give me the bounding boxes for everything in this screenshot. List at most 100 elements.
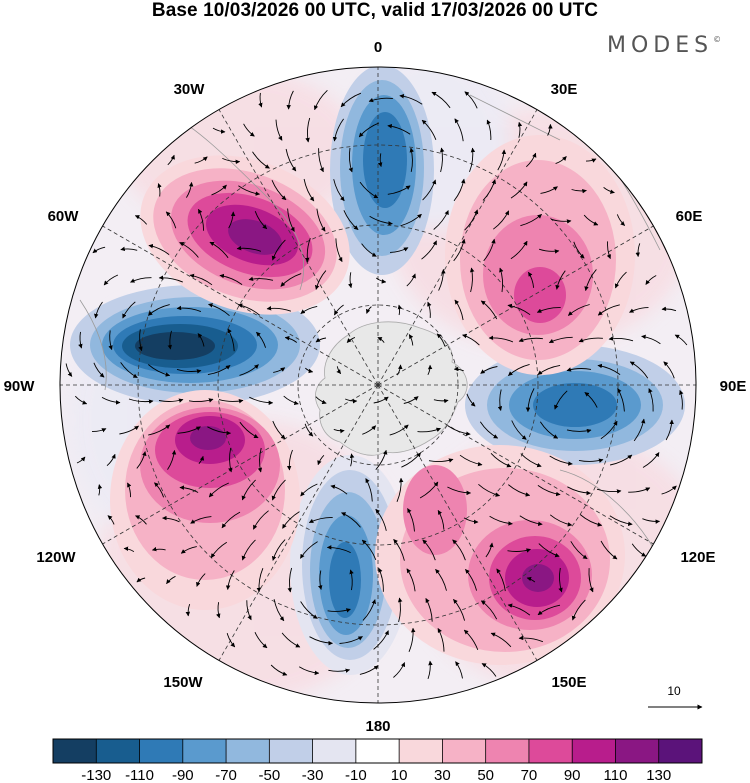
wind-vector-arrow [212, 127, 226, 134]
wind-vector-arrow [578, 458, 604, 463]
wind-vector-arrow [167, 330, 172, 350]
wind-vector-arrow [308, 516, 333, 524]
wind-vector-arrow [236, 245, 262, 252]
wind-vector-arrow [507, 603, 531, 616]
colorbar-swatch [615, 739, 660, 763]
wind-vector-arrow [254, 632, 268, 649]
lon-label-30W: 30W [174, 81, 206, 98]
wind-vector-arrow [578, 337, 603, 343]
lon-label-150E: 150E [551, 674, 586, 691]
wind-vector-arrow [435, 568, 447, 591]
colorbar-swatch [528, 739, 573, 763]
wind-vector-arrow [167, 154, 175, 166]
wind-vector-arrow [427, 301, 432, 318]
wind-vector-arrow [427, 364, 433, 376]
wind-vector-arrow [286, 449, 293, 471]
wind-vector-arrow [608, 336, 634, 342]
wind-vector-arrow [510, 240, 528, 260]
lon-label-120W: 120W [36, 549, 76, 566]
wind-vector-arrow [375, 449, 388, 470]
wind-vector-arrow [287, 208, 295, 232]
wind-vector-arrow [365, 478, 373, 502]
wind-vector-arrow [158, 398, 184, 403]
wind-vector-arrow [433, 210, 449, 230]
colorbar-tick-label: 30 [434, 767, 451, 783]
wind-vector-arrow [389, 424, 409, 436]
wind-vector-arrow [480, 366, 498, 374]
wind-vector-arrow [454, 118, 464, 142]
wind-vector-arrow [314, 270, 327, 290]
wind-vector-arrow [186, 181, 194, 198]
wind-vector-arrow [393, 538, 405, 561]
wind-vector-arrow [127, 482, 132, 498]
wind-vector-arrow [427, 660, 433, 680]
wind-vector-arrow [566, 367, 592, 372]
wind-vector-arrow [507, 303, 531, 316]
wind-vector-arrow [600, 540, 618, 560]
wind-vector-arrow [453, 178, 466, 202]
wind-vector-arrow [674, 334, 688, 346]
wind-vector-arrow [378, 567, 384, 592]
colorbar-tick-label: 130 [646, 767, 671, 783]
wind-vector-arrow [397, 304, 403, 316]
wind-vector-arrow [211, 184, 227, 196]
wind-vector-arrow [179, 242, 199, 258]
wind-vector-arrow [280, 273, 302, 287]
wind-vector-arrow [483, 238, 496, 262]
wind-vector-arrow [283, 395, 299, 406]
wind-vector-arrow [661, 485, 677, 495]
wind-vector-arrow [256, 568, 264, 593]
wind-vector-arrow [493, 210, 510, 230]
wind-vector-arrow [134, 215, 148, 225]
wind-vector-arrow [300, 305, 318, 314]
wind-vector-arrow [422, 539, 436, 561]
wind-vector-arrow [539, 421, 559, 439]
wind-vector-arrow [459, 454, 483, 467]
wind-vector-arrow [281, 632, 301, 648]
colorbar-swatch [139, 739, 184, 763]
colorbar-swatch [269, 739, 314, 763]
anomaly-positive-45E [445, 135, 635, 375]
wind-vector-arrow [603, 187, 615, 194]
wind-vector-arrow [197, 333, 205, 347]
wind-vector-arrow [254, 211, 268, 230]
wind-vector-arrow [387, 185, 411, 195]
wind-vector-arrow [567, 486, 592, 496]
wind-vector-arrow [482, 179, 497, 201]
wind-vector-arrow [148, 364, 171, 377]
wind-vector-arrow [597, 363, 621, 375]
wind-vector-arrow [238, 185, 261, 196]
wind-vector-arrow [600, 420, 618, 440]
wind-vector-arrow [463, 629, 479, 651]
wind-vector-arrow [197, 208, 205, 231]
wind-vector-arrow [617, 388, 625, 412]
wind-vector-arrow [107, 515, 115, 525]
reference-vector: 10 [648, 684, 703, 710]
wind-vector-arrow [91, 428, 107, 433]
wind-vector-arrow [417, 427, 441, 433]
wind-vector-arrow [309, 636, 333, 646]
wind-vector-arrow [419, 481, 439, 499]
wind-vector-arrow [151, 546, 166, 552]
wind-vector-arrow [554, 390, 568, 410]
wind-vector-arrow [273, 599, 285, 622]
wind-vector-arrow [641, 334, 661, 345]
wind-vector-arrow [148, 243, 170, 255]
wind-vector-arrow [663, 361, 675, 379]
wind-vector-arrow [447, 425, 471, 436]
lon-label-150W: 150W [163, 674, 203, 691]
logo-text: MODES [607, 33, 714, 58]
wind-vector-arrow [347, 272, 353, 289]
wind-vector-arrow [190, 516, 212, 524]
wind-vector-arrow [358, 122, 379, 138]
wind-vector-arrow [120, 246, 138, 252]
wind-vector-arrow [196, 573, 206, 587]
wind-vector-arrow [285, 148, 297, 172]
colorbar-swatch [399, 739, 443, 763]
wind-vector-arrow [210, 541, 228, 559]
wind-vector-arrow [452, 539, 466, 561]
wind-vector-arrow [497, 389, 503, 411]
wind-vector-arrow [157, 183, 162, 197]
wind-vector-arrow [375, 277, 387, 284]
